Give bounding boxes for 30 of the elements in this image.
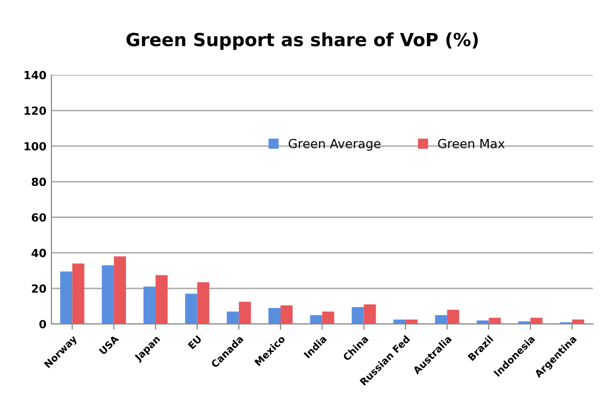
y-tick-label: 20	[32, 284, 46, 293]
bar	[72, 264, 84, 324]
bar	[280, 305, 293, 324]
bar	[238, 302, 251, 324]
bar	[102, 265, 114, 324]
bar	[322, 312, 334, 324]
bar	[143, 286, 156, 324]
legend-label: Green Average	[288, 138, 380, 151]
bar	[60, 272, 72, 324]
bar	[447, 310, 460, 324]
y-tick-label: 140	[24, 70, 46, 80]
y-tick-label: 60	[32, 213, 46, 222]
y-tick-label: 40	[32, 248, 46, 258]
y-tick-label: 80	[32, 178, 46, 186]
bar	[226, 312, 239, 324]
bar	[114, 256, 126, 324]
bar	[268, 308, 281, 324]
y-tick-label: 0	[39, 320, 46, 328]
y-tick-label: 100	[24, 142, 46, 150]
bar	[435, 315, 448, 324]
bar	[310, 315, 322, 324]
legend-label: Green Max	[438, 138, 505, 148]
bar	[156, 275, 168, 324]
chart-title: Green Support as share of VoP (%)	[126, 32, 478, 50]
bar	[197, 282, 210, 324]
bar	[352, 307, 364, 324]
y-tick-label: 120	[24, 106, 46, 115]
x-tick-label: EU	[188, 335, 202, 350]
bar	[364, 304, 376, 324]
bar	[185, 294, 198, 324]
